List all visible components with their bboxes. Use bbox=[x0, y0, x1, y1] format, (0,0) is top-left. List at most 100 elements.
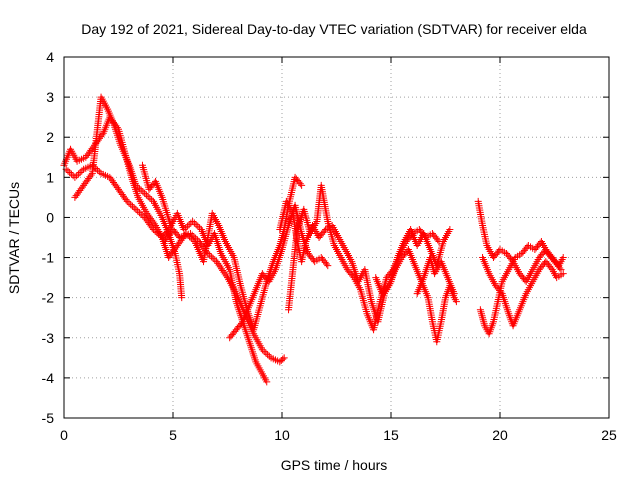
data-point bbox=[262, 349, 270, 357]
x-tick-label: 10 bbox=[274, 427, 290, 443]
data-point bbox=[186, 233, 194, 241]
data-point bbox=[217, 265, 225, 273]
data-point bbox=[128, 202, 136, 210]
data-point bbox=[182, 229, 190, 237]
data-point bbox=[324, 262, 332, 270]
chart-title: Day 192 of 2021, Sidereal Day-to-day VTE… bbox=[81, 21, 587, 37]
data-point bbox=[125, 199, 133, 207]
data-point bbox=[497, 288, 505, 296]
data-point bbox=[153, 229, 161, 237]
data-point bbox=[151, 227, 159, 235]
y-tick-label: 1 bbox=[46, 169, 54, 185]
data-point bbox=[142, 191, 150, 199]
data-point bbox=[144, 193, 152, 201]
data-point bbox=[130, 204, 138, 212]
data-point bbox=[180, 225, 188, 233]
data-point bbox=[94, 166, 102, 174]
data-point bbox=[280, 354, 288, 362]
data-point bbox=[211, 256, 219, 264]
data-point bbox=[298, 181, 306, 189]
data-point bbox=[237, 319, 245, 327]
data-point bbox=[547, 264, 555, 272]
data-point bbox=[192, 221, 200, 229]
data-point bbox=[155, 230, 163, 238]
data-point bbox=[146, 194, 154, 202]
data-point bbox=[215, 261, 223, 269]
data-point bbox=[76, 169, 84, 177]
data-series-track-10 bbox=[413, 254, 458, 298]
data-point bbox=[213, 258, 221, 266]
data-point bbox=[92, 165, 100, 173]
data-point bbox=[187, 234, 195, 242]
data-point bbox=[135, 185, 143, 193]
data-point bbox=[123, 197, 131, 205]
data-point bbox=[407, 231, 415, 239]
data-point bbox=[194, 222, 202, 230]
data-series-track-13 bbox=[479, 254, 567, 330]
x-tick-label: 20 bbox=[492, 427, 508, 443]
data-point bbox=[139, 188, 147, 196]
data-point bbox=[220, 268, 228, 276]
data-point bbox=[135, 209, 143, 217]
x-tick-label: 0 bbox=[60, 427, 68, 443]
data-point bbox=[139, 212, 147, 220]
series-layer bbox=[60, 93, 567, 386]
y-tick-label: 0 bbox=[46, 209, 54, 225]
data-point bbox=[184, 231, 192, 239]
data-series-track-3 bbox=[62, 161, 177, 241]
data-point bbox=[73, 172, 81, 180]
data-point bbox=[132, 205, 140, 213]
data-point bbox=[98, 131, 106, 139]
data-point bbox=[137, 210, 145, 218]
tick-layer: 0 5 10 15 20 25 -5 -4 -3 -2 -1 0 1 2 3 4 bbox=[42, 49, 617, 443]
data-point bbox=[219, 266, 227, 274]
data-point bbox=[127, 201, 135, 209]
y-tick-label: 2 bbox=[46, 129, 54, 145]
data-point bbox=[260, 347, 268, 355]
data-point bbox=[87, 171, 95, 179]
data-point bbox=[67, 170, 75, 178]
y-tick-label: 4 bbox=[46, 49, 54, 65]
data-point bbox=[149, 225, 157, 233]
data-point bbox=[66, 169, 74, 177]
data-point bbox=[141, 189, 149, 197]
data-point bbox=[322, 260, 330, 268]
data-series-track-2 bbox=[71, 93, 186, 302]
data-point bbox=[263, 378, 271, 386]
data-point bbox=[556, 264, 564, 272]
data-point bbox=[134, 207, 142, 215]
data-point bbox=[95, 168, 103, 176]
data-point bbox=[296, 180, 304, 188]
data-point bbox=[279, 355, 287, 363]
data-series-track-9 bbox=[372, 246, 460, 346]
data-point bbox=[74, 170, 82, 178]
y-axis-title: SDTVAR / TECUs bbox=[6, 182, 22, 294]
data-point bbox=[132, 181, 140, 189]
data-point bbox=[320, 227, 328, 235]
x-axis-title: GPS time / hours bbox=[281, 457, 388, 473]
y-tick-label: -5 bbox=[42, 410, 55, 426]
y-tick-label: -4 bbox=[42, 370, 55, 386]
x-tick-label: 25 bbox=[601, 427, 617, 443]
data-point bbox=[137, 186, 145, 194]
data-point bbox=[265, 352, 273, 360]
data-series-track-4 bbox=[138, 161, 271, 386]
data-point bbox=[209, 254, 217, 262]
data-point bbox=[178, 294, 186, 302]
data-point bbox=[134, 183, 142, 191]
data-point bbox=[90, 163, 98, 171]
y-tick-label: -3 bbox=[42, 330, 55, 346]
data-point bbox=[384, 283, 392, 291]
data-point bbox=[450, 290, 458, 298]
data-point bbox=[122, 196, 130, 204]
data-point bbox=[189, 217, 197, 225]
data-point bbox=[207, 253, 215, 261]
x-tick-label: 15 bbox=[383, 427, 399, 443]
data-point bbox=[435, 238, 443, 246]
y-tick-label: -2 bbox=[42, 290, 55, 306]
data-point bbox=[88, 161, 96, 169]
data-point bbox=[196, 224, 204, 232]
x-tick-label: 5 bbox=[169, 427, 177, 443]
